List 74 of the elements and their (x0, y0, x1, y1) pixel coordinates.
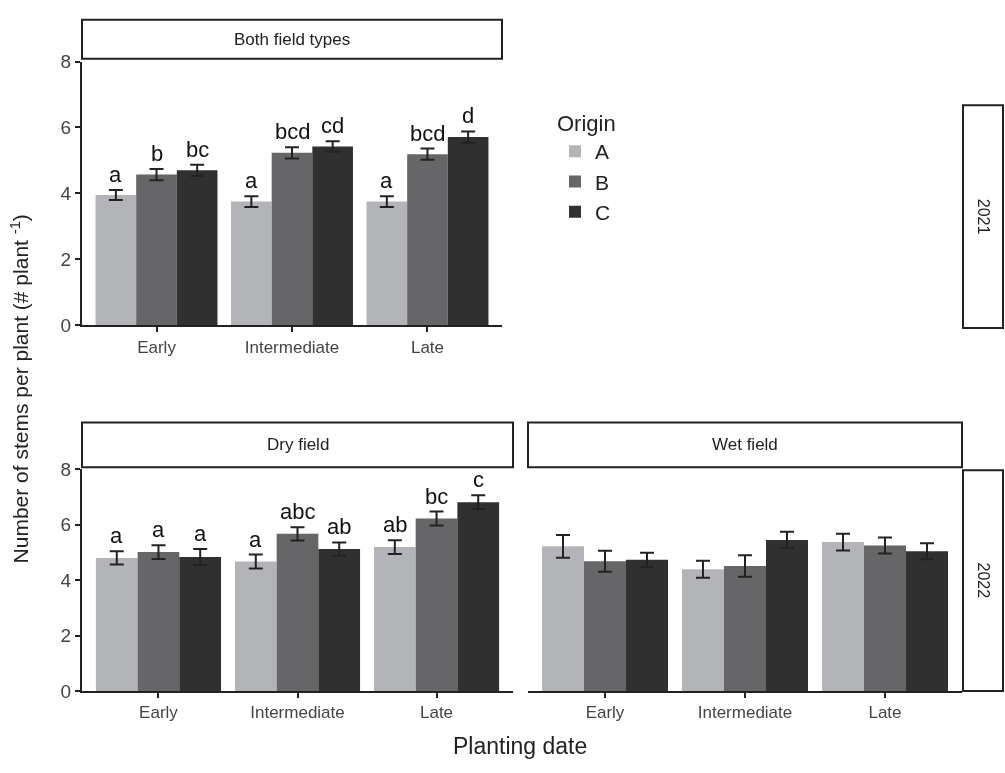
x-tick-label: Late (419, 703, 454, 723)
data-label: ab (383, 512, 408, 537)
bar (822, 542, 864, 691)
data-label: bcd (410, 121, 446, 146)
bar (407, 154, 448, 326)
x-tick-label: Early (139, 703, 179, 723)
chart-title: Dry field (267, 435, 330, 454)
data-label: c (473, 467, 484, 492)
data-label: bc (186, 137, 210, 162)
x-axis-title: Planting date (453, 733, 588, 759)
bar (176, 170, 218, 326)
bar (95, 557, 138, 691)
y-tick-label: 6 (60, 514, 72, 536)
bar (584, 561, 626, 691)
text: 2022 (974, 562, 992, 599)
bar (312, 146, 353, 326)
y-tick-label: 4 (60, 183, 72, 205)
y-tick-label: 2 (60, 625, 72, 647)
x-tick-label: Intermediate (697, 703, 793, 723)
bar (271, 152, 313, 326)
x-tick-label: Late (868, 703, 902, 723)
bar (95, 195, 137, 326)
y-tick-label: 0 (60, 314, 72, 336)
y-tick-label: 2 (60, 248, 72, 270)
x-tick-label: Late (410, 337, 445, 357)
chart-title: Wet field (712, 435, 778, 454)
data-label: d (462, 103, 475, 128)
data-label: a (194, 521, 207, 546)
legend-title: Origin (557, 111, 616, 137)
data-label: cd (321, 113, 345, 138)
data-label: b (151, 141, 164, 166)
bar (137, 552, 180, 691)
bar (447, 137, 489, 326)
data-label: a (152, 517, 165, 542)
data-label: a (249, 527, 262, 552)
y-tick-label: 8 (60, 458, 72, 480)
legend-label: A (595, 140, 610, 164)
data-label: a (109, 162, 122, 187)
data-label: bc (425, 484, 449, 509)
bar (276, 533, 319, 691)
chart-title: Both field types (234, 30, 351, 49)
bar (906, 551, 948, 691)
bar (136, 174, 177, 326)
data-label: a (245, 168, 258, 193)
data-label: a (380, 168, 393, 193)
data-label: abc (280, 499, 316, 524)
data-label: ab (327, 514, 352, 539)
x-tick-label: Early (137, 337, 177, 357)
bar (542, 546, 584, 691)
bar (234, 561, 277, 691)
bar (373, 547, 416, 691)
bar (682, 569, 724, 691)
bar (366, 201, 408, 326)
bar (179, 557, 222, 691)
bar (231, 201, 272, 326)
bar (318, 549, 361, 691)
x-tick-label: Intermediate (244, 337, 340, 357)
y-tick-label: 0 (60, 680, 72, 702)
bar (864, 545, 906, 691)
y-tick-label: 4 (60, 569, 72, 591)
y-tick-label: 6 (60, 117, 72, 139)
y-tick-label: 8 (60, 51, 72, 73)
bar (415, 518, 458, 691)
data-label: a (110, 523, 123, 548)
bar (766, 539, 808, 691)
bar (457, 502, 500, 691)
x-tick-label: Intermediate (250, 703, 345, 723)
legend-label: C (595, 200, 611, 224)
legend-label: B (595, 170, 610, 194)
data-label: bcd (275, 119, 311, 144)
text: 2021 (974, 198, 992, 235)
x-tick-label: Early (585, 703, 625, 723)
bar (626, 559, 668, 691)
bar (724, 565, 766, 691)
